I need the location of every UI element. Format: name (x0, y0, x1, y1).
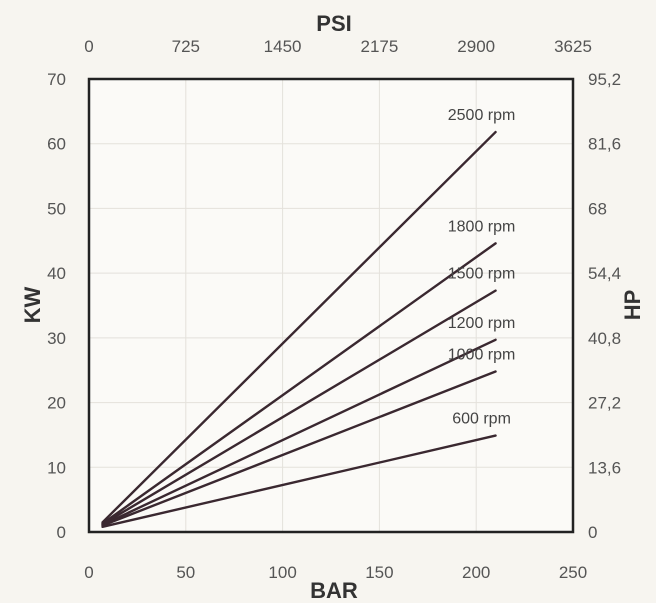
x-top-tick-label: 2175 (360, 37, 398, 56)
series-line (101, 434, 497, 529)
x-top-tick-label: 1450 (264, 37, 302, 56)
y-right-tick-label: 95,2 (588, 70, 621, 89)
y-tick-label: 50 (47, 199, 66, 218)
y-tick-label: 10 (47, 458, 66, 477)
y-right-tick-label: 13,6 (588, 458, 621, 477)
series-line (101, 289, 497, 526)
y-tick-label: 20 (47, 394, 66, 413)
plot-frame (87, 77, 575, 534)
y-tick-label: 0 (57, 523, 66, 542)
y-tick-label: 40 (47, 264, 66, 283)
series-line (101, 130, 497, 524)
right-axis-title: HP (620, 290, 645, 321)
series-label: 1800 rpm (448, 218, 516, 235)
x-tick-label: 250 (559, 563, 587, 582)
y-tick-label: 60 (47, 135, 66, 154)
x-tick-label: 0 (84, 563, 93, 582)
grid-layer (89, 79, 573, 532)
series-label: 1000 rpm (448, 347, 516, 364)
series-label: 2500 rpm (448, 107, 516, 124)
y-tick-label: 70 (47, 70, 66, 89)
y-right-tick-label: 27,2 (588, 394, 621, 413)
y-right-tick-label: 68 (588, 199, 607, 218)
y-tick-label: 30 (47, 329, 66, 348)
top-axis-title: PSI (316, 11, 351, 36)
x-tick-label: 100 (268, 563, 296, 582)
y-right-tick-label: 40,8 (588, 329, 621, 348)
series-line (101, 338, 497, 527)
x-top-tick-label: 3625 (554, 37, 592, 56)
series-layer: 2500 rpm 1800 rpm 1500 rpm 1200 rpm 1000 rpm… (101, 107, 516, 529)
series-line (101, 242, 497, 525)
y-right-tick-label: 0 (588, 523, 597, 542)
y-right-tick-label: 54,4 (588, 264, 621, 283)
series-label: 1500 rpm (448, 266, 516, 283)
bottom-axis-title: BAR (310, 578, 358, 603)
series-line (101, 370, 497, 527)
x-tick-label: 200 (462, 563, 490, 582)
series-label: 600 rpm (452, 411, 511, 428)
series-label: 1200 rpm (448, 315, 516, 332)
labels-layer: PSI BAR KW HP (20, 11, 645, 603)
x-top-tick-label: 0 (84, 37, 93, 56)
x-top-tick-label: 2900 (457, 37, 495, 56)
y-right-tick-label: 81,6 (588, 135, 621, 154)
ticks-layer: 0050725100145015021752002900250362501020… (47, 37, 621, 582)
x-tick-label: 50 (176, 563, 195, 582)
x-tick-label: 150 (365, 563, 393, 582)
x-top-tick-label: 725 (172, 37, 200, 56)
left-axis-title: KW (20, 286, 45, 323)
